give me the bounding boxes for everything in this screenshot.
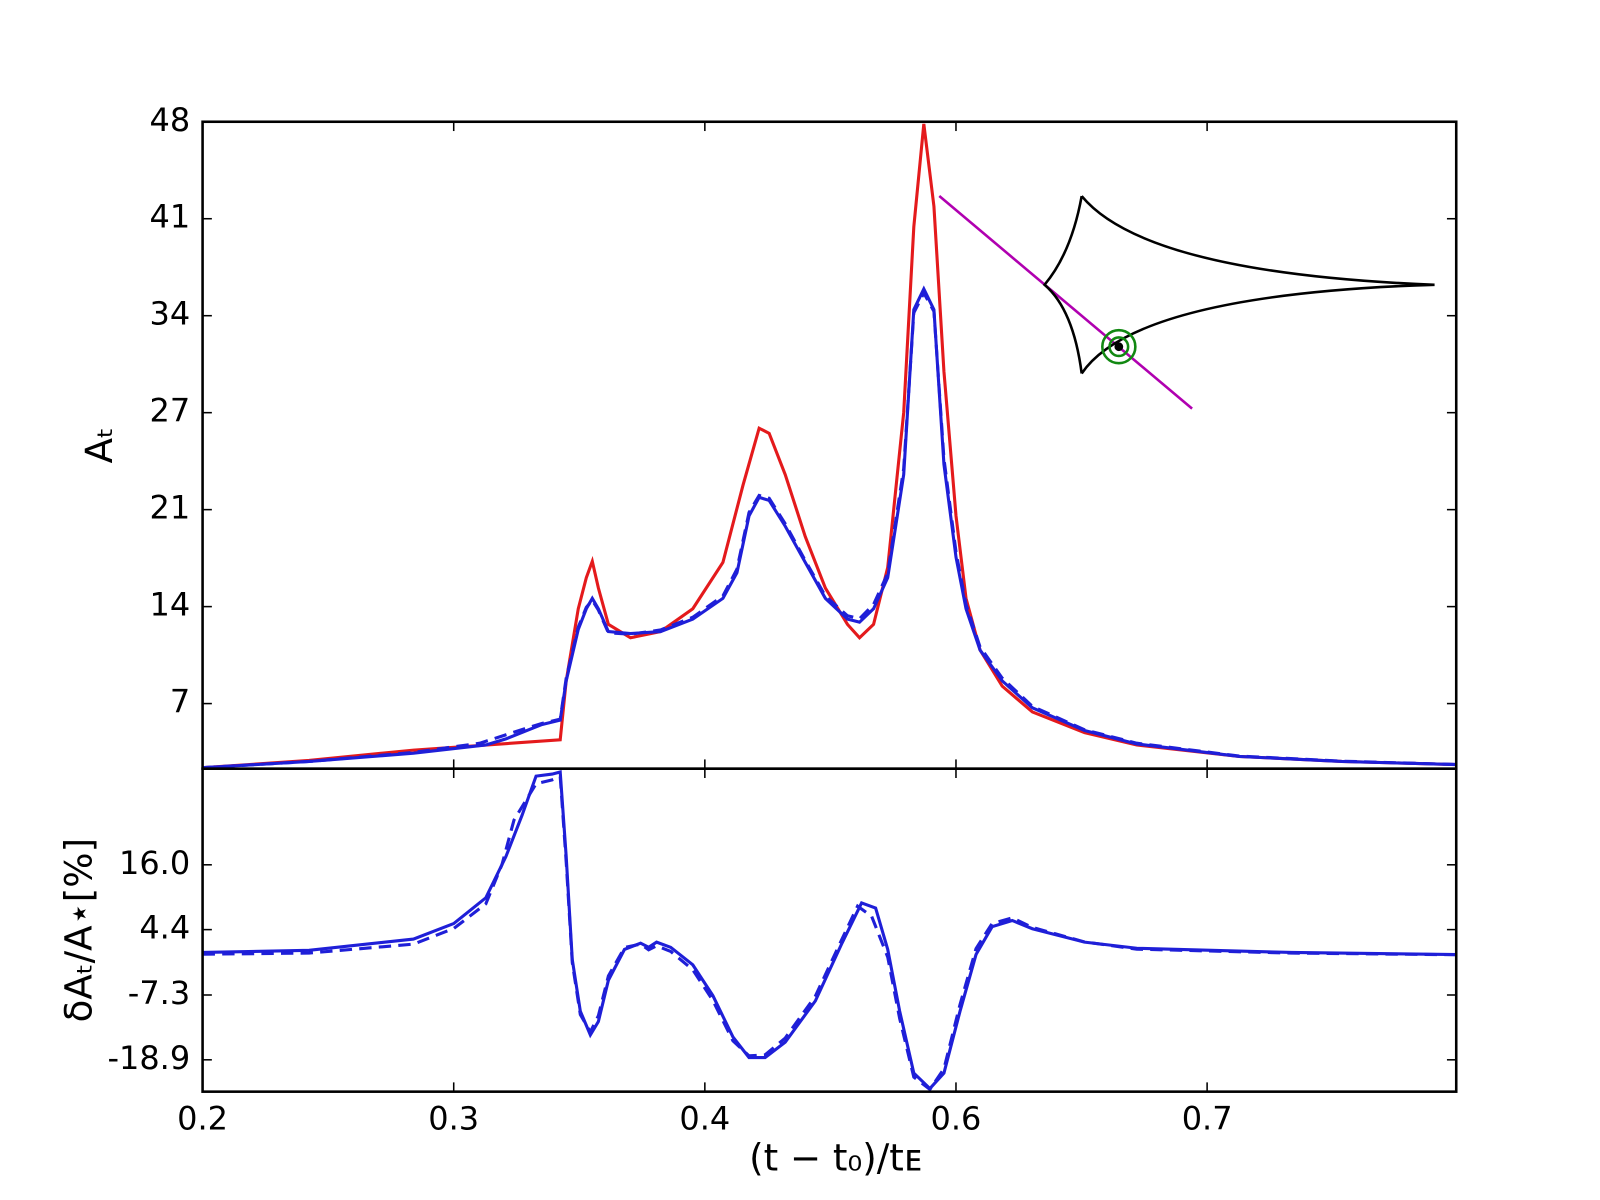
- y-tick-label: 4.4: [139, 909, 190, 947]
- source-center: [1114, 342, 1124, 352]
- x-tick-label: 0.6: [931, 1100, 982, 1138]
- x-axis-label: (t − t₀)/tᴇ: [749, 1136, 922, 1179]
- y-tick-label: 16.0: [119, 844, 190, 882]
- plot-frame: [201, 767, 1458, 1093]
- data-line: [202, 289, 1457, 769]
- y-tick-label: 34: [150, 295, 191, 333]
- x-tick-label: 0.4: [679, 1100, 730, 1138]
- data-line: [202, 770, 1457, 1091]
- source-ring: [1101, 328, 1137, 365]
- source-trajectory: [938, 195, 1193, 410]
- y-axis-label: δAₜ/A⋆[%]: [57, 838, 100, 1022]
- y-tick-label: 21: [150, 489, 191, 527]
- y-tick-label: 14: [150, 586, 191, 624]
- caustic-right: [1080, 195, 1435, 375]
- caustic-left: [1042, 195, 1083, 374]
- y-tick-label: 48: [150, 101, 191, 139]
- x-tick-label: 0.2: [177, 1100, 228, 1138]
- y-tick-label: -7.3: [128, 974, 190, 1012]
- data-line: [202, 123, 1457, 769]
- y-tick-label: 41: [150, 198, 191, 236]
- y-tick-label: 7: [170, 683, 190, 721]
- y-tick-label: -18.9: [107, 1039, 190, 1077]
- data-line: [202, 774, 1457, 1092]
- x-tick-label: 0.3: [428, 1100, 479, 1138]
- caustic-inset: [938, 195, 1435, 410]
- plot-frame: [201, 120, 1458, 770]
- y-tick-label: 27: [150, 392, 191, 430]
- x-tick-label: 0.7: [1182, 1100, 1233, 1138]
- y-axis-label: Aₜ: [78, 427, 121, 463]
- data-line: [202, 285, 1457, 769]
- source-ring: [1108, 336, 1130, 358]
